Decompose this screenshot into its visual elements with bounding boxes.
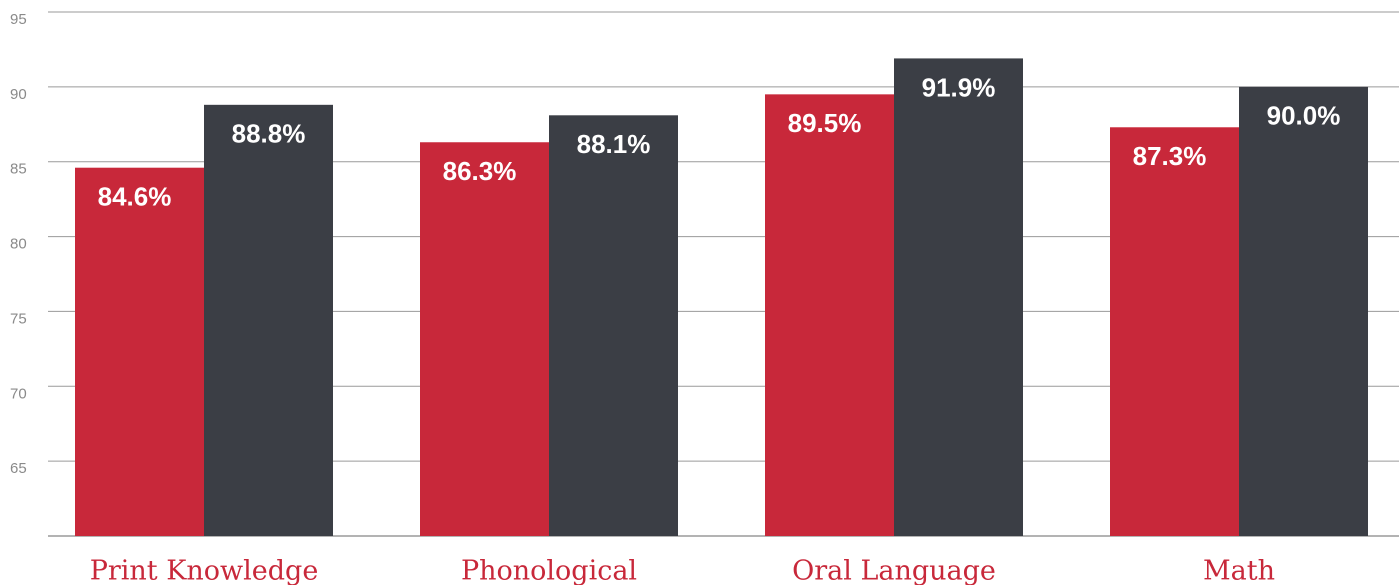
value-label: 87.3% (1133, 141, 1207, 171)
x-tick-label: Phonological (461, 556, 637, 585)
y-tick-label: 75 (10, 310, 27, 327)
y-tick-label: 65 (10, 460, 27, 477)
bar (765, 94, 894, 536)
x-tick-label: Math (1203, 556, 1275, 585)
bar (75, 167, 204, 536)
x-tick-label: Print Knowledge (90, 556, 319, 585)
y-tick-label: 95 (10, 11, 27, 28)
bar (420, 142, 549, 536)
bar (204, 104, 333, 536)
y-tick-label: 85 (10, 161, 27, 178)
y-tick-label: 80 (10, 236, 27, 253)
bar (1239, 86, 1368, 536)
value-label: 84.6% (98, 182, 172, 212)
value-label: 91.9% (922, 72, 996, 102)
bar (894, 58, 1023, 536)
x-tick-label: Oral Language (792, 556, 996, 585)
value-label: 89.5% (788, 108, 862, 138)
value-label: 90.0% (1267, 101, 1341, 131)
bar (1110, 127, 1239, 536)
value-label: 88.8% (232, 119, 306, 149)
y-tick-label: 70 (10, 385, 27, 402)
value-label: 88.1% (577, 129, 651, 159)
value-label: 86.3% (443, 156, 517, 186)
y-tick-label: 90 (10, 86, 27, 103)
bar (549, 115, 678, 536)
